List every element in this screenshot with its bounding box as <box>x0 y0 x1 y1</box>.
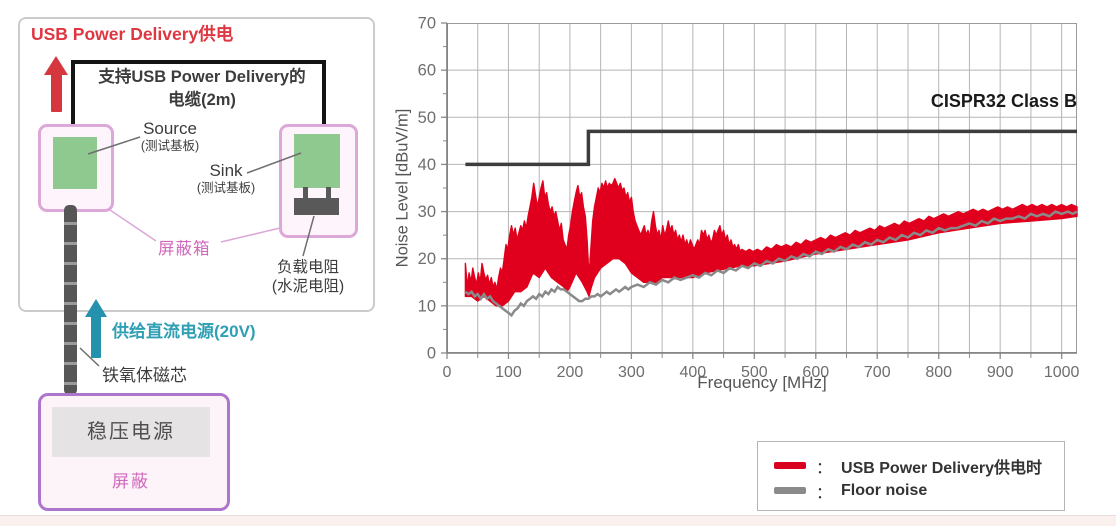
up-arrow-teal-icon <box>91 316 101 358</box>
legend-item-floor-noise: ： Floor noise <box>774 478 1064 503</box>
x-axis-title: Frequency [MHz] <box>697 373 827 392</box>
dc-supply-label: 供给直流电源(20V) <box>112 322 256 341</box>
psu-block: 稳压电源 <box>52 407 210 457</box>
load-resistor-label-line2: (水泥电阻) <box>271 278 345 296</box>
sink-sublabel: (测试基板) <box>196 180 256 195</box>
cable-label-line1: 支持USB Power Delivery的 <box>98 68 306 86</box>
ferrite-core-label: 铁氧体磁芯 <box>102 366 187 385</box>
page-bottom-strip <box>0 515 1116 526</box>
resistor-lead-right <box>326 187 331 199</box>
up-arrow-red-head-icon <box>44 56 68 75</box>
svg-text:1000: 1000 <box>1044 364 1080 381</box>
sink-label: Sink <box>209 161 243 180</box>
source-label: Source <box>143 119 197 138</box>
svg-text:900: 900 <box>987 364 1014 381</box>
svg-text:200: 200 <box>557 364 584 381</box>
svg-text:60: 60 <box>418 62 436 80</box>
psu-shield-label: 屏蔽 <box>112 472 150 491</box>
shield-box-label: 屏蔽箱 <box>158 240 211 258</box>
up-arrow-red-icon <box>51 74 62 112</box>
load-resistor-label: 负载电阻 (水泥电阻) <box>262 258 354 297</box>
svg-text:700: 700 <box>864 364 891 381</box>
legend-item-usb-pd: ： USB Power Delivery供电时 <box>774 453 1064 478</box>
source-label-group: Source (测试基板) <box>120 119 220 154</box>
load-resistor-label-line1: 负载电阻 <box>276 259 339 276</box>
svg-text:20: 20 <box>418 250 436 268</box>
svg-text:40: 40 <box>418 156 436 174</box>
svg-text:300: 300 <box>618 364 645 381</box>
cable-label-line2: 电缆(2m) <box>168 91 236 110</box>
svg-text:100: 100 <box>495 364 522 381</box>
load-resistor-block <box>294 198 339 215</box>
svg-text:800: 800 <box>925 364 952 381</box>
legend-swatch-red <box>774 462 806 469</box>
sink-label-group: Sink (测试基板) <box>185 161 267 196</box>
plot-area: 0 100 200 300 400 500 600 700 800 900 1000 0 10 20 30 4… <box>418 15 1080 382</box>
resistor-lead-left <box>303 187 308 199</box>
chart-legend: ： USB Power Delivery供电时 ： Floor noise <box>757 441 1065 511</box>
up-arrow-teal-head-icon <box>85 299 107 317</box>
source-board <box>53 137 97 189</box>
legend-label: USB Power Delivery供电时 <box>841 459 1042 477</box>
svg-text:30: 30 <box>418 203 436 221</box>
source-sublabel: (测试基板) <box>140 138 200 153</box>
svg-text:400: 400 <box>680 364 707 381</box>
legend-colon: ： <box>816 459 833 477</box>
legend-label: Floor noise <box>841 481 928 499</box>
dc-cable-with-ferrites <box>64 205 77 395</box>
svg-text:0: 0 <box>427 345 436 363</box>
svg-text:600: 600 <box>802 364 829 381</box>
svg-text:10: 10 <box>418 297 436 315</box>
svg-text:0: 0 <box>443 364 452 381</box>
sink-board <box>294 134 340 188</box>
cispr-limit-annotation: CISPR32 Class B <box>930 91 1077 111</box>
diagram-title: USB Power Delivery供电 <box>31 24 234 44</box>
usb-cable-line <box>71 60 326 144</box>
svg-text:500: 500 <box>741 364 768 381</box>
svg-text:70: 70 <box>418 15 436 33</box>
cable-label: 支持USB Power Delivery的 电缆(2m) <box>86 66 318 112</box>
legend-colon: ： <box>816 484 833 502</box>
legend-swatch-gray <box>774 487 806 494</box>
y-axis-title: Noise Level [dBuV/m] <box>393 108 412 268</box>
svg-text:50: 50 <box>418 109 436 127</box>
